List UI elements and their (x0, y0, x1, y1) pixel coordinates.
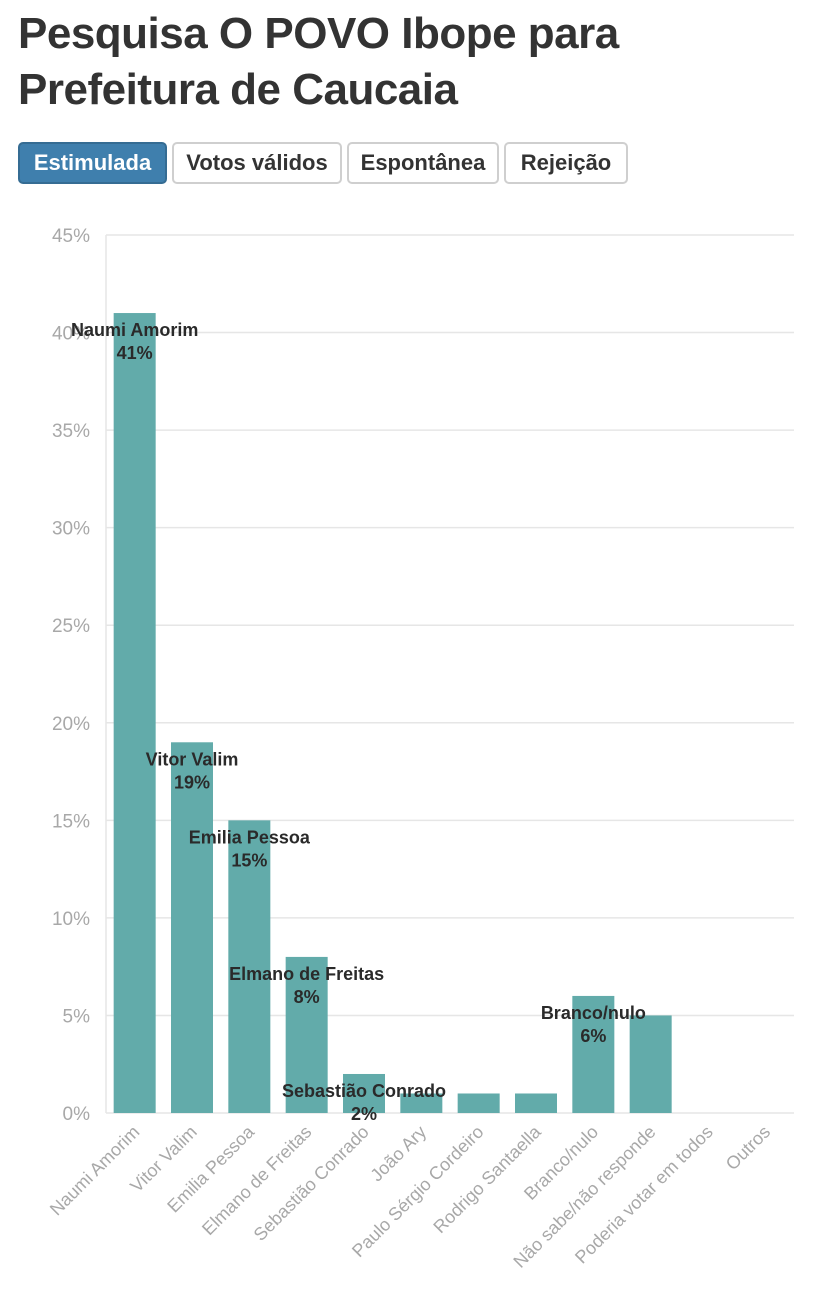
bar (457, 1093, 500, 1113)
data-label-name: Sebastião Conrado (282, 1081, 446, 1101)
data-label-value: 6% (580, 1026, 606, 1046)
data-label-value: 2% (351, 1104, 377, 1124)
bar (572, 995, 615, 1113)
bar (228, 820, 271, 1113)
tab-votos-validos[interactable]: Votos válidos (172, 142, 342, 184)
page-title: Pesquisa O POVO Ibope para Prefeitura de… (18, 9, 619, 114)
y-tick-label: 10% (52, 909, 90, 930)
data-label-name: Emilia Pessoa (189, 827, 311, 847)
data-label-name: Naumi Amorim (71, 320, 198, 340)
tab-estimulada[interactable]: Estimulada (18, 142, 167, 184)
data-label-value: 8% (294, 987, 320, 1007)
data-label-value: 15% (231, 850, 267, 870)
bar (343, 1073, 385, 1113)
y-tick-label: 0% (63, 1104, 91, 1125)
data-label-name: Branco/nulo (541, 1003, 646, 1023)
y-tick-label: 35% (52, 421, 90, 442)
data-label-name: Vitor Valim (146, 749, 239, 769)
bar (113, 313, 156, 1113)
data-label-value: 41% (117, 343, 153, 363)
bar (400, 1093, 443, 1113)
tab-rejeicao[interactable]: Rejeição (504, 142, 628, 184)
y-tick-label: 15% (52, 811, 90, 832)
grid-layer (105, 234, 794, 1114)
data-label-layer: Naumi Amorim 41% Vitor Valim 19% Emilia Pess… (71, 320, 646, 1124)
bar (285, 956, 328, 1113)
tab-espontanea[interactable]: Espontânea (347, 142, 499, 184)
y-tick-label: 45% (52, 226, 90, 247)
y-tick-label: 5% (63, 1006, 91, 1027)
x-tick-label: Naumi Amorim (46, 1122, 144, 1220)
x-tick-label: Elmano de Freitas (198, 1122, 315, 1239)
y-tick-label: 40% (52, 324, 90, 345)
data-label-name: Elmano de Freitas (229, 964, 384, 984)
x-tick-label: Sebastião Conrado (250, 1122, 373, 1245)
bar (629, 1015, 672, 1113)
y-tick-label: 30% (52, 519, 90, 540)
data-label-value: 19% (174, 772, 210, 792)
bar-layer (113, 313, 672, 1113)
y-axis-ticks: 0% 5% 10% 15% 20% 25% 30% 35% 40% 45% (52, 226, 90, 1125)
x-tick-label: Rodrigo Santaella (429, 1121, 545, 1237)
y-tick-label: 20% (52, 714, 90, 735)
bar (171, 742, 213, 1113)
y-tick-label: 25% (52, 616, 90, 637)
x-tick-label: Outros (722, 1122, 774, 1174)
bar (515, 1093, 557, 1113)
